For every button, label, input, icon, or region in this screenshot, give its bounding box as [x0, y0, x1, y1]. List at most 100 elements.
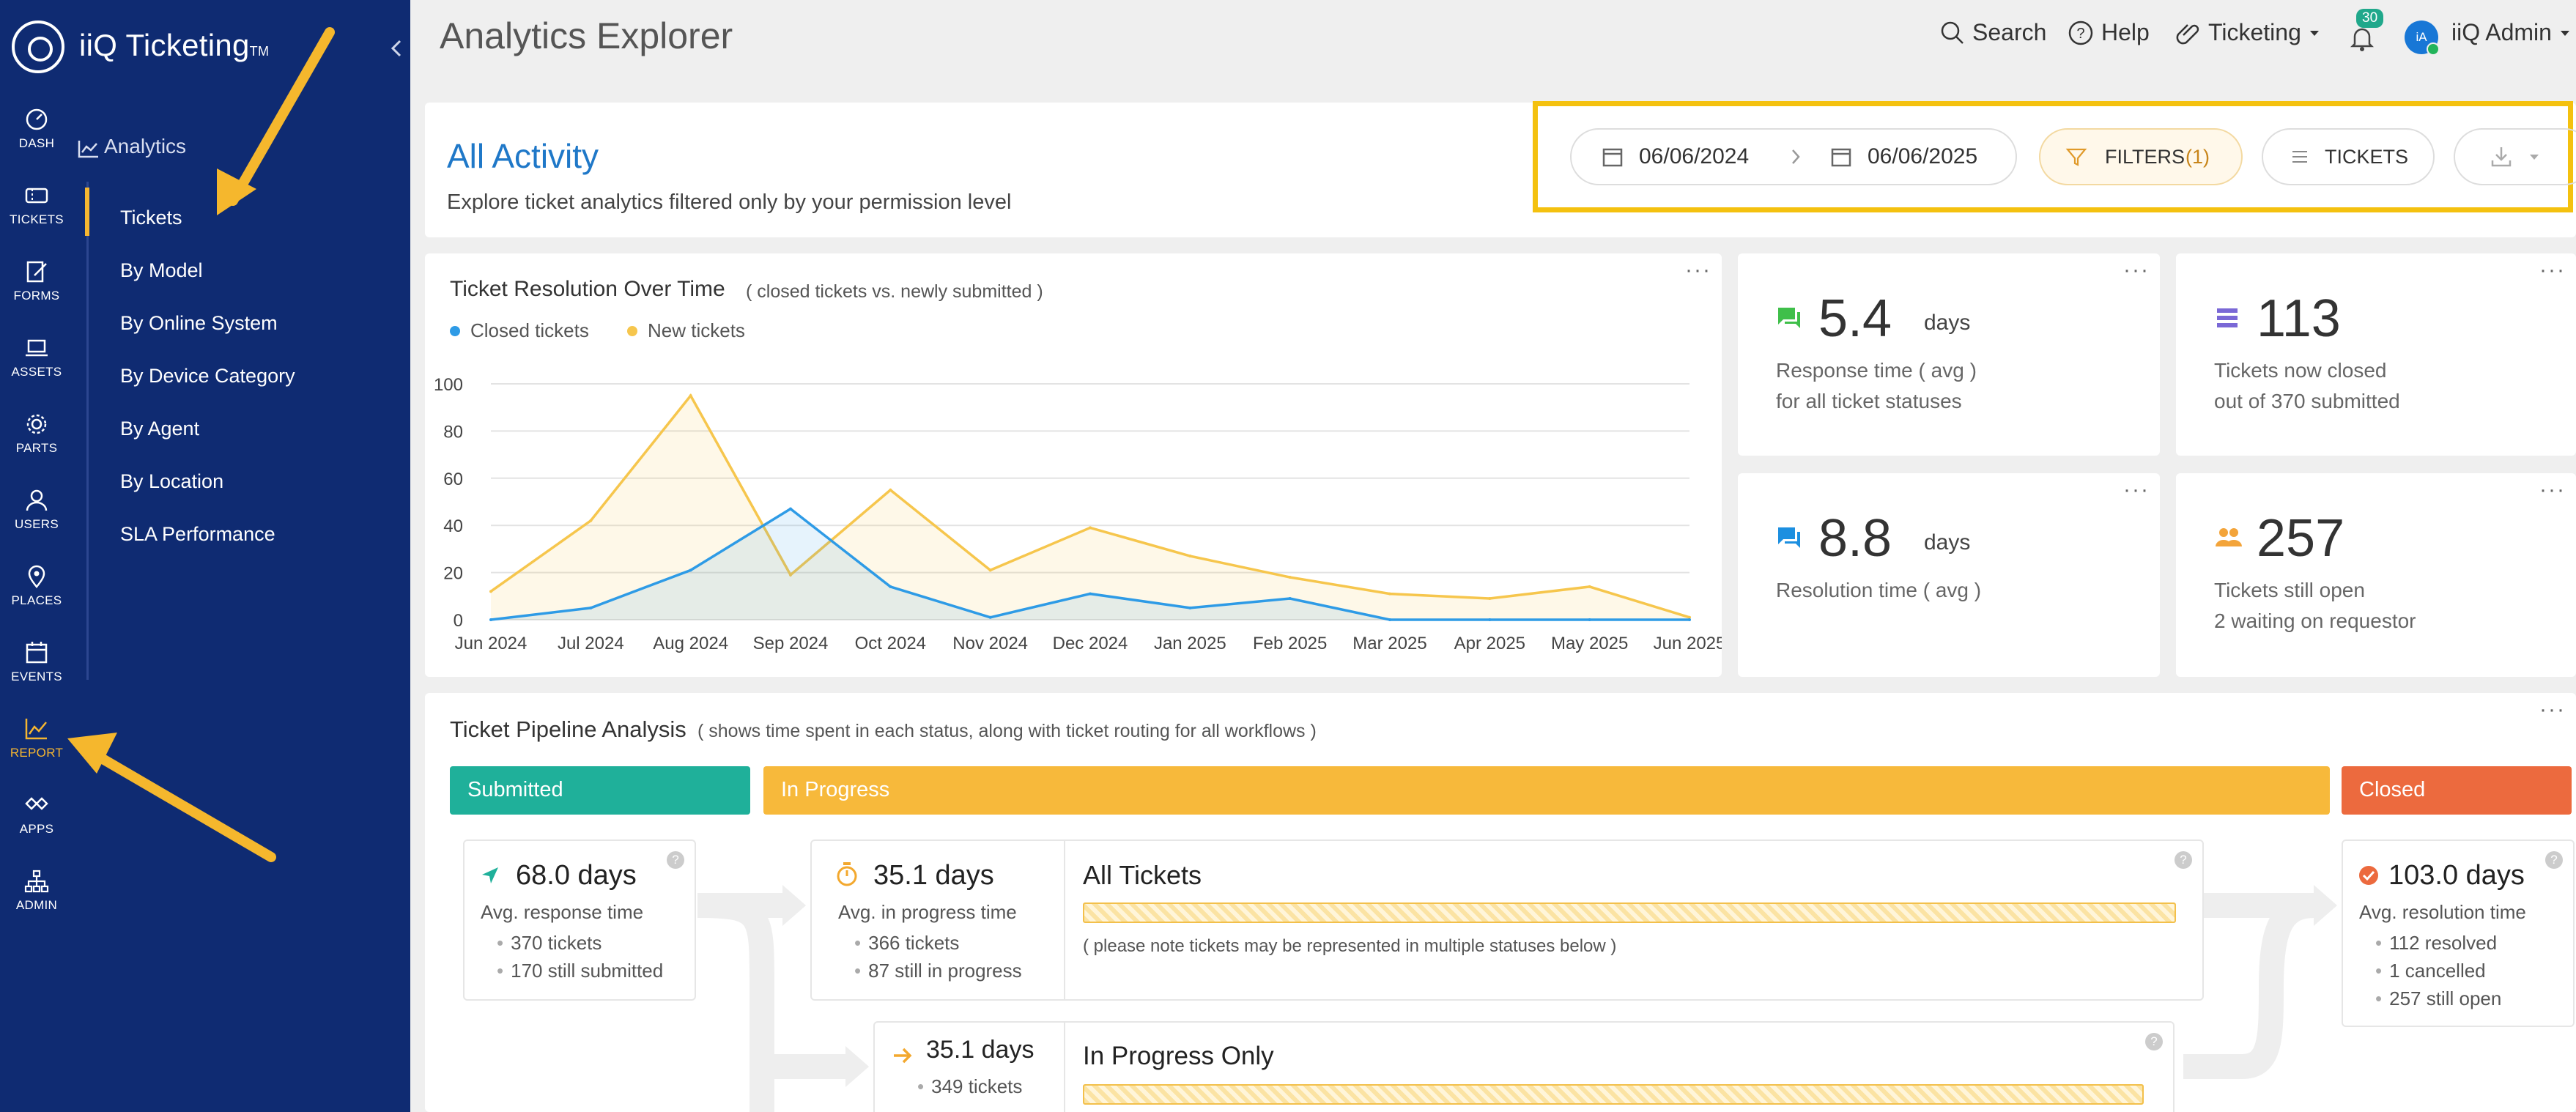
rail-item-dash[interactable]: DASH: [0, 95, 73, 168]
submitted-label: Avg. response time: [481, 901, 644, 923]
subnav-item-tickets[interactable]: Tickets: [120, 207, 182, 229]
app-logo[interactable]: iiQ TicketingTM: [0, 0, 410, 95]
data-point: [1688, 618, 1691, 621]
help-icon[interactable]: ?: [2175, 851, 2192, 869]
more-options-icon[interactable]: ···: [2539, 478, 2566, 502]
date-to[interactable]: 06/06/2025: [1868, 144, 1978, 168]
rail-item-assets[interactable]: ASSETS: [0, 324, 73, 397]
subnav-item-by-agent[interactable]: By Agent: [120, 418, 200, 440]
filters-count: (1): [2185, 145, 2210, 168]
in-progress-box[interactable]: 35.1 days Avg. in progress time 366 tick…: [810, 839, 2204, 1001]
top-bar: Analytics Explorer: [410, 0, 2576, 95]
subnav-item-sla-performance[interactable]: SLA Performance: [120, 523, 275, 545]
tickets-label: TICKETS: [2325, 145, 2409, 168]
stat-sublabel: 2 waiting on requestor: [2214, 609, 2416, 632]
data-point: [689, 568, 692, 572]
rail-item-tickets[interactable]: TICKETS: [0, 171, 73, 245]
legend-new[interactable]: New tickets: [627, 319, 745, 342]
rail-item-apps[interactable]: APPS: [0, 781, 73, 854]
help-icon[interactable]: ?: [2145, 1033, 2163, 1050]
module-switcher[interactable]: Ticketing: [2176, 19, 2320, 46]
stat-value: 257: [2257, 509, 2345, 568]
in-progress-only-item: 349 tickets: [917, 1075, 1022, 1098]
date-from[interactable]: 06/06/2024: [1639, 144, 1750, 168]
data-point: [789, 507, 792, 511]
stat-resolution-time: ··· 8.8 days Resolution time ( avg ): [1738, 473, 2160, 677]
stage-in-progress[interactable]: In Progress: [763, 766, 2330, 815]
app-name: iiQ Ticketing: [79, 28, 250, 62]
forms-icon: [26, 261, 47, 283]
stage-submitted[interactable]: Submitted: [450, 766, 750, 815]
pipeline-card: ··· Ticket Pipeline Analysis ( shows tim…: [425, 693, 2576, 1112]
x-tick-label: Sep 2024: [753, 634, 829, 653]
in-progress-only-days: 35.1 days: [926, 1036, 1035, 1064]
data-point: [988, 568, 992, 572]
box-divider: [1064, 841, 1065, 999]
stat-tickets-closed: ··· 113 Tickets now closed out of 370 su…: [2176, 253, 2576, 456]
subnav-item-by-model[interactable]: By Model: [120, 259, 203, 281]
user-menu[interactable]: iiQ Admin: [2451, 19, 2571, 46]
data-point: [988, 615, 992, 619]
stage-closed[interactable]: Closed: [2342, 766, 2572, 815]
check-circle-icon: [2359, 866, 2378, 885]
tickets-view-button[interactable]: TICKETS: [2262, 128, 2435, 185]
date-range-picker[interactable]: 06/06/2024 06/06/2025: [1570, 128, 2017, 185]
rail-item-report[interactable]: REPORT: [0, 705, 73, 778]
x-tick-label: May 2025: [1551, 634, 1628, 653]
more-options-icon[interactable]: ···: [2123, 258, 2150, 282]
avatar[interactable]: iA: [2405, 21, 2440, 56]
chevron-left-icon: [391, 40, 401, 57]
arrow-head-icon: [217, 168, 256, 215]
rail-item-admin[interactable]: ADMIN: [0, 857, 73, 930]
in-progress-only-box[interactable]: 35.1 days 349 tickets In Progress Only ?: [873, 1021, 2175, 1112]
notification-count-badge: 30: [2356, 9, 2384, 28]
filters-label: FILTERS: [2105, 145, 2185, 168]
app-trademark: TM: [249, 44, 270, 59]
export-button[interactable]: [2454, 128, 2576, 185]
help-icon[interactable]: ?: [2545, 851, 2563, 869]
page-title: Analytics Explorer: [440, 15, 733, 56]
rail-item-forms[interactable]: FORMS: [0, 248, 73, 321]
more-options-icon[interactable]: ···: [2123, 478, 2150, 502]
stat-sublabel: for all ticket statuses: [1776, 390, 1962, 412]
rail-label: APPS: [19, 822, 54, 836]
stack-icon: [2217, 308, 2238, 327]
filter-funnel-icon: [2065, 148, 2087, 166]
y-tick-label: 80: [443, 422, 463, 442]
legend-closed[interactable]: Closed tickets: [450, 319, 589, 342]
stat-unit: days: [1924, 530, 1971, 555]
in-progress-item: 366 tickets: [854, 932, 959, 955]
collapse-sidebar-button[interactable]: [385, 32, 407, 64]
search-label: Search: [1972, 19, 2047, 45]
more-options-icon[interactable]: ···: [2539, 697, 2566, 722]
search-button[interactable]: Search: [1940, 19, 2046, 46]
data-point: [1588, 618, 1591, 621]
submitted-item: 170 still submitted: [497, 960, 663, 982]
rail-item-parts[interactable]: PARTS: [0, 400, 73, 473]
rail-item-users[interactable]: USERS: [0, 476, 73, 549]
more-options-icon[interactable]: ···: [1685, 258, 1711, 282]
download-icon: [2491, 147, 2512, 167]
help-button[interactable]: ? Help: [2068, 19, 2150, 46]
help-icon[interactable]: ?: [667, 851, 684, 869]
subnav-item-by-location[interactable]: By Location: [120, 470, 224, 492]
data-point: [1288, 576, 1292, 579]
notifications-button[interactable]: [2347, 23, 2377, 56]
more-options-icon[interactable]: ···: [2539, 258, 2566, 282]
rail-label: ADMIN: [15, 898, 58, 912]
x-tick-label: Jan 2025: [1154, 634, 1226, 653]
calendar-icon: [1831, 148, 1851, 167]
y-tick-label: 0: [454, 611, 463, 631]
data-point: [589, 519, 593, 522]
rail-item-events[interactable]: EVENTS: [0, 629, 73, 702]
rail-item-places[interactable]: PLACES: [0, 552, 73, 626]
data-point: [1089, 526, 1092, 530]
filters-button[interactable]: FILTERS (1): [2039, 128, 2243, 185]
subnav-item-by-online-system[interactable]: By Online System: [120, 312, 278, 334]
subnav-item-by-device-category[interactable]: By Device Category: [120, 365, 295, 387]
rail-label: PARTS: [15, 441, 58, 455]
closed-box[interactable]: 103.0 days Avg. resolution time 112 reso…: [2342, 839, 2575, 1027]
data-point: [689, 394, 692, 398]
data-point: [889, 488, 892, 492]
submitted-box[interactable]: 68.0 days Avg. response time 370 tickets…: [463, 839, 696, 1001]
